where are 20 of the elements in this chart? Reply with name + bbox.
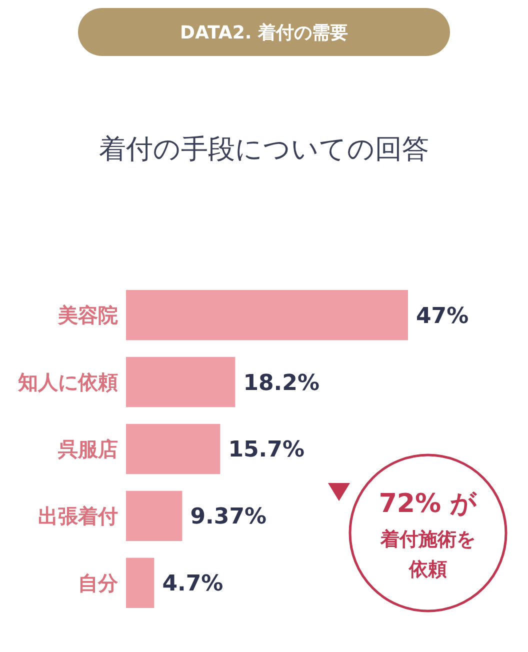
bar (126, 356, 236, 408)
chart-subtitle: DATA2. 着付の需要 (180, 22, 348, 44)
data-label: 15.7% (228, 438, 305, 463)
bar (126, 424, 220, 474)
annotation: 72% が (378, 489, 478, 520)
data-label: 47% (416, 304, 469, 329)
bar (126, 290, 408, 340)
y-tick-label: 出張着付 (38, 504, 118, 528)
bar (126, 558, 154, 608)
annotation: 着付施術を (380, 528, 476, 551)
data-label: 18.2% (243, 370, 320, 396)
y-tick-label: 美容院 (57, 303, 118, 328)
data-label: 4.7% (162, 572, 224, 597)
text: 依頼 (408, 558, 447, 581)
chart-title: 着付の手段についての回答 (99, 134, 429, 165)
y-tick-label: 知人に依頼 (17, 370, 118, 394)
y-tick-label: 自分 (78, 570, 119, 595)
y-tick-label: 呉服店 (57, 437, 118, 461)
bar (126, 490, 182, 542)
data-label: 9.37% (190, 504, 267, 530)
